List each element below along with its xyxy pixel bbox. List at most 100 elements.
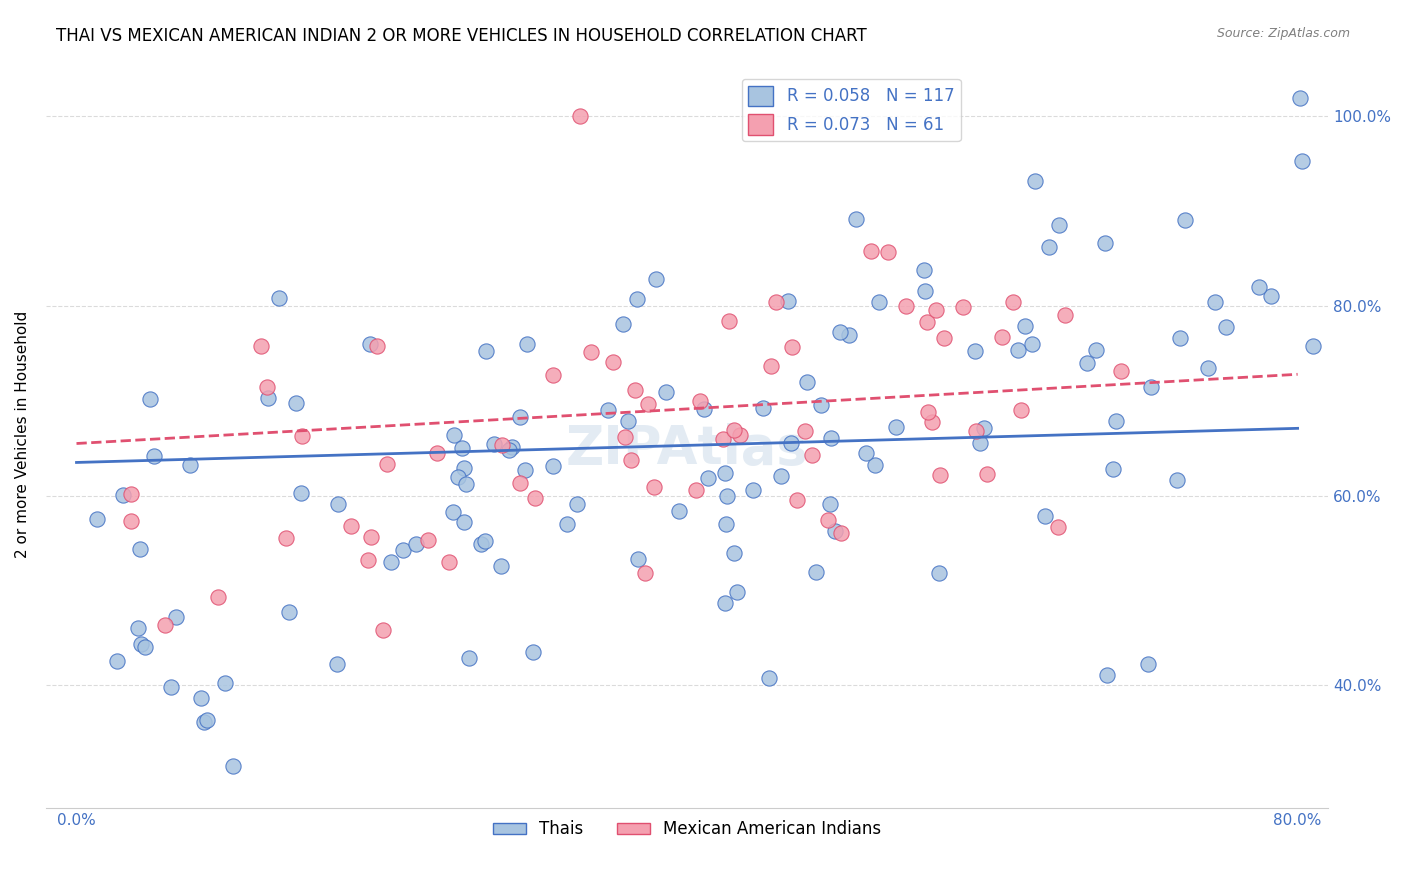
Thais bbox=[1215, 319, 1237, 334]
Thais bbox=[509, 409, 531, 424]
Thais bbox=[914, 284, 936, 298]
Mexican American Indians bbox=[1109, 364, 1132, 378]
Thais bbox=[127, 622, 149, 636]
Mexican American Indians bbox=[360, 530, 382, 544]
Mexican American Indians bbox=[437, 555, 460, 569]
Mexican American Indians bbox=[637, 397, 659, 411]
Thais bbox=[470, 537, 492, 551]
Thais bbox=[884, 419, 907, 434]
Mexican American Indians bbox=[1046, 520, 1069, 534]
Thais bbox=[912, 262, 935, 277]
Thais bbox=[596, 403, 619, 417]
Mexican American Indians bbox=[976, 467, 998, 481]
Thais bbox=[1047, 218, 1070, 232]
Thais bbox=[714, 517, 737, 532]
Text: Source: ZipAtlas.com: Source: ZipAtlas.com bbox=[1216, 27, 1350, 40]
Thais bbox=[112, 488, 135, 502]
Thais bbox=[1038, 240, 1060, 254]
Mexican American Indians bbox=[921, 415, 943, 429]
Thais bbox=[1102, 462, 1125, 476]
Mexican American Indians bbox=[624, 383, 647, 397]
Text: ZIPAtlas: ZIPAtlas bbox=[565, 423, 808, 475]
Mexican American Indians bbox=[620, 453, 643, 467]
Mexican American Indians bbox=[366, 338, 388, 352]
Thais bbox=[626, 292, 648, 306]
Mexican American Indians bbox=[121, 514, 143, 528]
Mexican American Indians bbox=[952, 301, 974, 315]
Thais bbox=[543, 458, 565, 473]
Thais bbox=[714, 596, 737, 610]
Thais bbox=[838, 327, 860, 342]
Thais bbox=[868, 295, 890, 310]
Mexican American Indians bbox=[509, 475, 531, 490]
Thais bbox=[256, 391, 278, 405]
Thais bbox=[160, 680, 183, 694]
Mexican American Indians bbox=[817, 513, 839, 527]
Thais bbox=[778, 294, 800, 309]
Mexican American Indians bbox=[924, 303, 946, 318]
Thais bbox=[458, 651, 481, 665]
Thais bbox=[1014, 319, 1036, 334]
Thais bbox=[515, 463, 537, 477]
Thais bbox=[855, 446, 877, 460]
Mexican American Indians bbox=[291, 429, 314, 443]
Thais bbox=[139, 392, 162, 407]
Mexican American Indians bbox=[250, 339, 273, 353]
Mexican American Indians bbox=[491, 438, 513, 452]
Mexican American Indians bbox=[689, 393, 711, 408]
Thais bbox=[1076, 355, 1098, 369]
Mexican American Indians bbox=[340, 519, 363, 533]
Thais bbox=[1249, 279, 1271, 293]
Thais bbox=[484, 437, 506, 451]
Mexican American Indians bbox=[932, 330, 955, 344]
Thais bbox=[1168, 330, 1191, 344]
Thais bbox=[443, 428, 465, 442]
Thais bbox=[1291, 154, 1313, 169]
Thais bbox=[824, 524, 846, 538]
Thais bbox=[1302, 339, 1324, 353]
Thais bbox=[1024, 174, 1046, 188]
Thais bbox=[565, 497, 588, 511]
Mexican American Indians bbox=[1053, 308, 1076, 322]
Thais bbox=[190, 691, 212, 706]
Mexican American Indians bbox=[990, 329, 1012, 343]
Mexican American Indians bbox=[375, 457, 398, 471]
Thais bbox=[221, 759, 243, 773]
Mexican American Indians bbox=[876, 245, 898, 260]
Mexican American Indians bbox=[541, 368, 564, 383]
Thais bbox=[810, 398, 832, 412]
Thais bbox=[723, 545, 745, 559]
Thais bbox=[515, 336, 537, 351]
Mexican American Indians bbox=[929, 468, 952, 483]
Thais bbox=[1140, 380, 1163, 394]
Thais bbox=[820, 497, 842, 511]
Thais bbox=[806, 565, 828, 579]
Text: THAI VS MEXICAN AMERICAN INDIAN 2 OR MORE VEHICLES IN HOUSEHOLD CORRELATION CHAR: THAI VS MEXICAN AMERICAN INDIAN 2 OR MOR… bbox=[56, 27, 868, 45]
Thais bbox=[326, 497, 349, 511]
Thais bbox=[1021, 337, 1043, 351]
Mexican American Indians bbox=[723, 423, 745, 437]
Mexican American Indians bbox=[120, 487, 142, 501]
Thais bbox=[555, 517, 578, 532]
Thais bbox=[86, 512, 108, 526]
Thais bbox=[973, 420, 995, 434]
Thais bbox=[655, 384, 678, 399]
Thais bbox=[770, 469, 793, 483]
Legend: Thais, Mexican American Indians: Thais, Mexican American Indians bbox=[486, 814, 889, 845]
Y-axis label: 2 or more Vehicles in Household: 2 or more Vehicles in Household bbox=[15, 310, 30, 558]
Thais bbox=[456, 476, 478, 491]
Mexican American Indians bbox=[859, 244, 882, 259]
Thais bbox=[474, 533, 496, 548]
Mexican American Indians bbox=[602, 355, 624, 369]
Thais bbox=[1035, 509, 1057, 524]
Mexican American Indians bbox=[581, 344, 603, 359]
Mexican American Indians bbox=[685, 483, 707, 497]
Thais bbox=[965, 343, 987, 358]
Thais bbox=[693, 402, 716, 417]
Mexican American Indians bbox=[793, 425, 815, 439]
Point bbox=[569, 110, 592, 124]
Thais bbox=[489, 559, 512, 574]
Mexican American Indians bbox=[153, 617, 176, 632]
Thais bbox=[617, 414, 640, 428]
Mexican American Indians bbox=[915, 315, 938, 329]
